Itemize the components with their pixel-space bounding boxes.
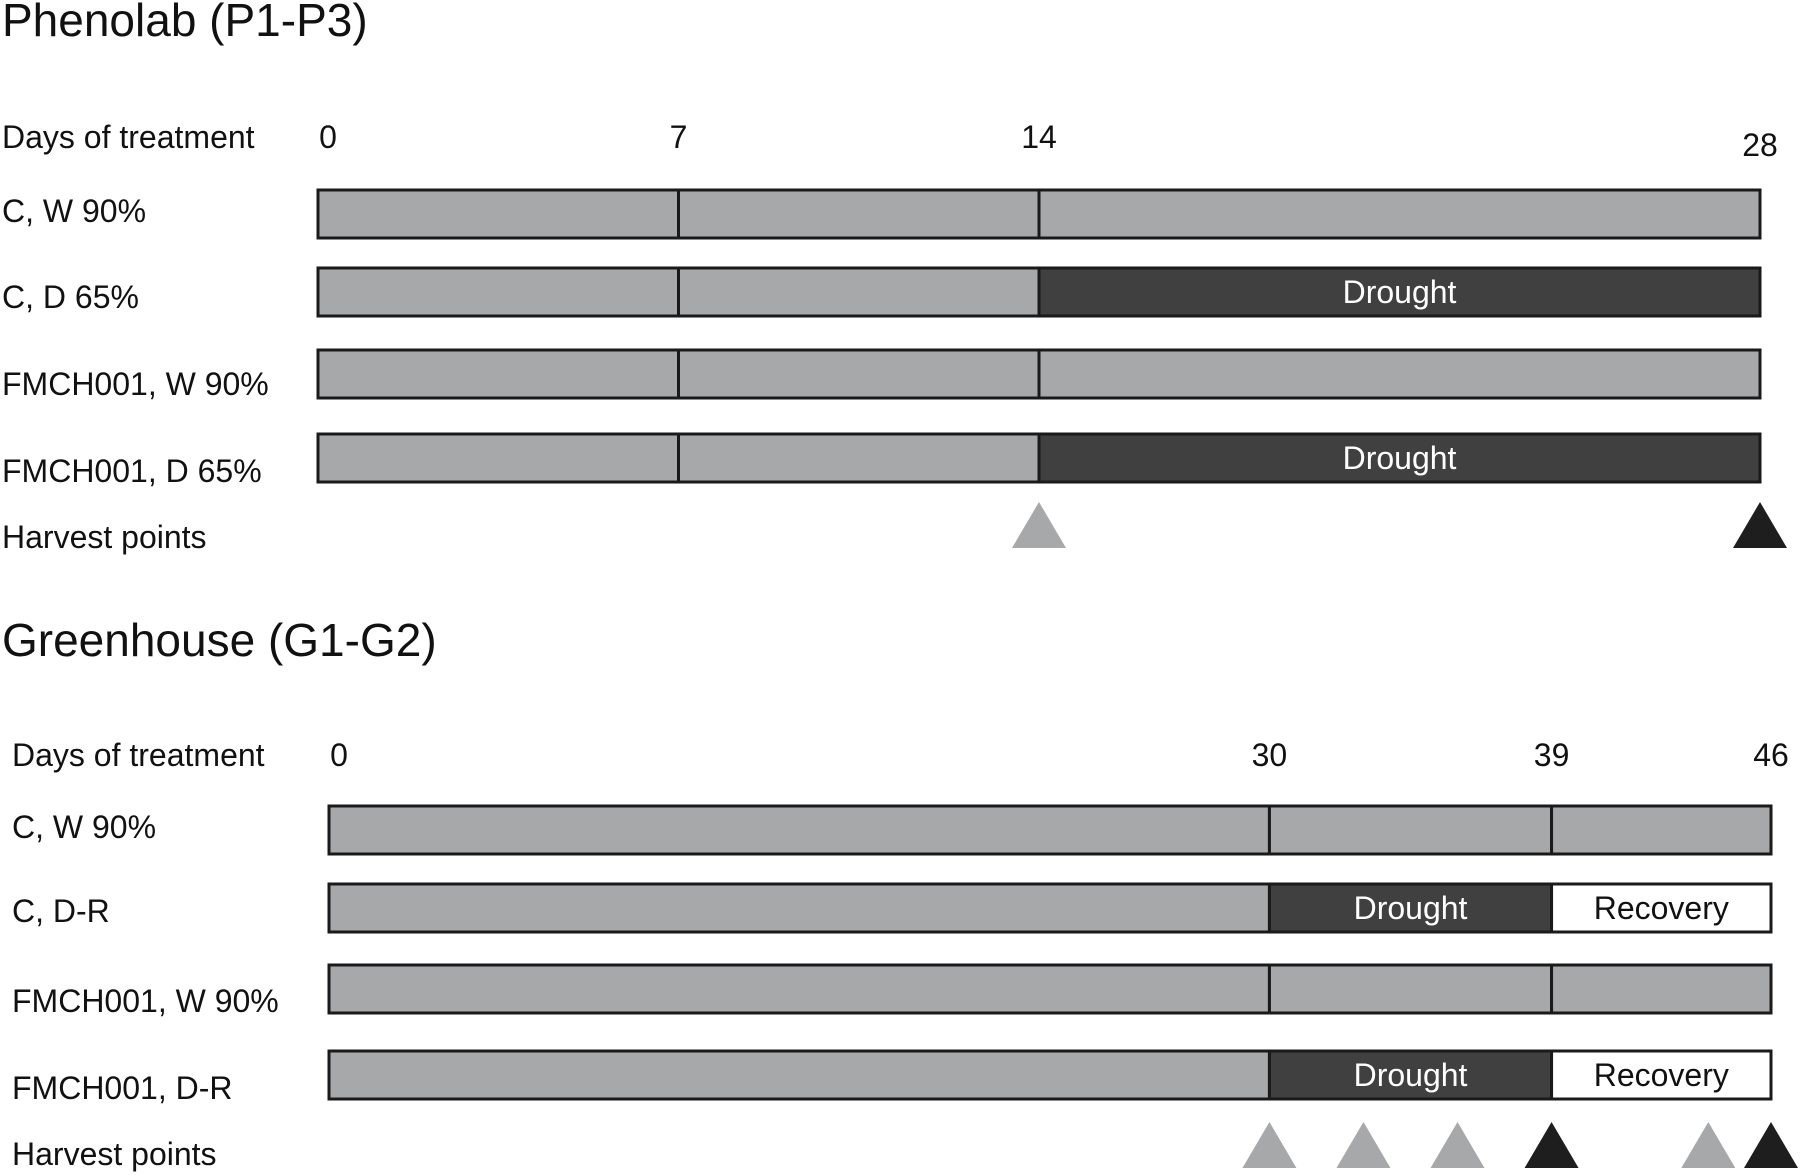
- normal-segment: [327, 963, 1271, 1015]
- drought-label: Drought: [1354, 1057, 1468, 1093]
- day-tick-label: 46: [1753, 737, 1789, 773]
- row-label: FMCH001, W 90%: [12, 983, 279, 1019]
- row-label: FMCH001, D 65%: [2, 453, 262, 489]
- treatment-row: FMCH001, D-R Drought Recovery: [12, 1049, 1773, 1106]
- treatment-row: C, D 65% Drought: [2, 266, 1762, 318]
- harvest-label: Harvest points: [2, 519, 207, 555]
- harvest-triangle-black: [1744, 1122, 1798, 1168]
- recovery-segment: [1550, 882, 1773, 934]
- drought-segment: [1267, 1049, 1554, 1101]
- treatment-row: FMCH001, W 90%: [12, 963, 1773, 1019]
- treatment-rows: C, W 90% C, D 65% Drought FMCH001, W 90% FMC…: [2, 188, 1762, 489]
- normal-segment: [1550, 804, 1773, 856]
- treatment-row: C, D-R Drought Recovery: [12, 882, 1773, 934]
- drought-label: Drought: [1343, 274, 1457, 310]
- day-ticks: 0 7 14 28: [319, 119, 1778, 163]
- drought-segment: [1267, 882, 1554, 934]
- panel-phenolab: Phenolab (P1-P3) Days of treatment 0 7 14 2…: [2, 0, 1787, 555]
- normal-segment: [1037, 188, 1762, 240]
- harvest-label: Harvest points: [12, 1136, 217, 1172]
- drought-segment: [1037, 432, 1762, 484]
- harvest-triangle-gray: [1430, 1122, 1485, 1168]
- normal-segment: [677, 266, 1041, 318]
- normal-segment: [677, 348, 1041, 400]
- treatment-row: C, W 90%: [12, 804, 1773, 856]
- recovery-label: Recovery: [1594, 890, 1729, 926]
- treatment-rows: C, W 90% C, D-R Drought Recovery FMCH001, W …: [12, 804, 1773, 1106]
- normal-segment: [677, 188, 1041, 240]
- treatment-row: FMCH001, W 90%: [2, 348, 1762, 402]
- normal-segment: [327, 804, 1271, 856]
- normal-segment: [327, 882, 1271, 934]
- normal-segment: [677, 432, 1041, 484]
- day-ticks: 0 30 39 46: [330, 737, 1789, 773]
- panel-greenhouse: Greenhouse (G1-G2) Days of treatment 0 30…: [2, 614, 1798, 1172]
- normal-segment: [1550, 963, 1773, 1015]
- harvest-markers: [1242, 1122, 1798, 1168]
- drought-segment: [1037, 266, 1762, 318]
- normal-segment: [327, 1049, 1271, 1101]
- panel-title: Phenolab (P1-P3): [2, 0, 368, 46]
- harvest-triangle-black: [1733, 502, 1787, 548]
- recovery-label: Recovery: [1594, 1057, 1729, 1093]
- row-label: C, W 90%: [12, 809, 156, 845]
- row-label: FMCH001, D-R: [12, 1070, 232, 1106]
- day-tick-label: 28: [1742, 127, 1778, 163]
- day-tick-label: 7: [670, 119, 688, 155]
- harvest-triangle-gray: [1681, 1122, 1736, 1168]
- harvest-triangle-gray: [1242, 1122, 1297, 1168]
- normal-segment: [316, 266, 680, 318]
- row-label: C, D 65%: [2, 279, 139, 315]
- harvest-triangle-black: [1524, 1122, 1579, 1168]
- treatment-row: C, W 90%: [2, 188, 1762, 240]
- normal-segment: [316, 348, 680, 400]
- axis-label: Days of treatment: [2, 119, 255, 155]
- normal-segment: [1267, 963, 1554, 1015]
- day-tick-label: 39: [1534, 737, 1570, 773]
- axis-label: Days of treatment: [12, 737, 265, 773]
- normal-segment: [316, 432, 680, 484]
- normal-segment: [1037, 348, 1762, 400]
- harvest-markers: [1012, 502, 1787, 548]
- drought-label: Drought: [1354, 890, 1468, 926]
- harvest-triangle-gray: [1012, 502, 1066, 548]
- panel-title: Greenhouse (G1-G2): [2, 614, 437, 666]
- treatment-row: FMCH001, D 65% Drought: [2, 432, 1762, 489]
- day-tick-label: 0: [330, 737, 348, 773]
- recovery-segment: [1550, 1049, 1773, 1101]
- day-tick-label: 30: [1252, 737, 1288, 773]
- day-tick-label: 0: [319, 119, 337, 155]
- row-label: C, W 90%: [2, 193, 146, 229]
- harvest-triangle-gray: [1336, 1122, 1391, 1168]
- row-label: C, D-R: [12, 893, 110, 929]
- normal-segment: [316, 188, 680, 240]
- normal-segment: [1267, 804, 1554, 856]
- row-label: FMCH001, W 90%: [2, 366, 269, 402]
- drought-label: Drought: [1343, 440, 1457, 476]
- day-tick-label: 14: [1021, 119, 1057, 155]
